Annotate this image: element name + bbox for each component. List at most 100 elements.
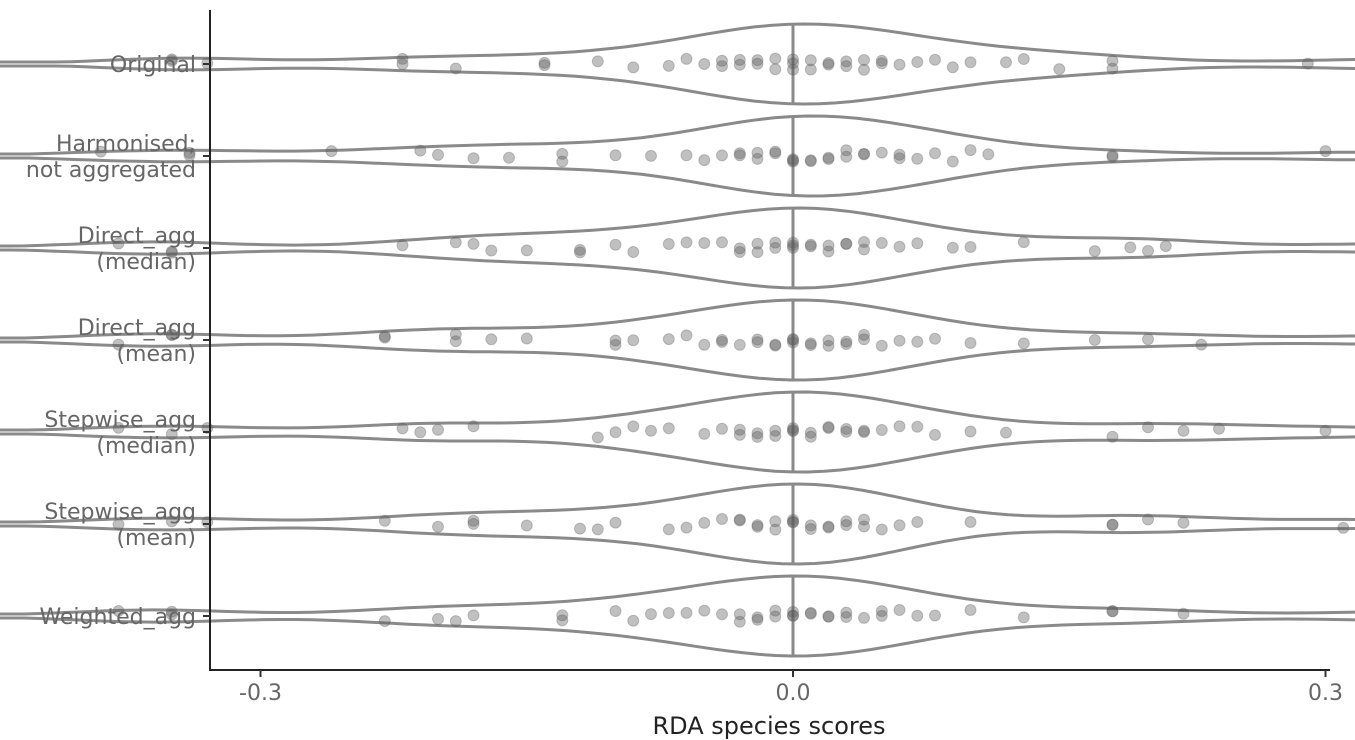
- data-point: [858, 611, 870, 624]
- data-point: [787, 515, 799, 528]
- data-point: [733, 242, 746, 255]
- data-point: [662, 59, 675, 72]
- data-point: [627, 334, 640, 347]
- data-point: [964, 337, 977, 349]
- data-point: [574, 243, 586, 256]
- data-point: [698, 58, 711, 70]
- data-point: [733, 149, 746, 162]
- data-point: [875, 237, 888, 249]
- data-point: [680, 606, 693, 619]
- data-point: [716, 60, 728, 73]
- data-point: [858, 426, 870, 439]
- data-point: [112, 237, 125, 250]
- data-point: [698, 237, 711, 249]
- data-point: [840, 60, 853, 73]
- data-point: [609, 338, 622, 351]
- data-point: [733, 428, 746, 441]
- data-point: [1159, 240, 1172, 253]
- data-point: [165, 54, 178, 67]
- data-point: [769, 610, 782, 623]
- data-point: [485, 244, 498, 257]
- data-point: [680, 52, 693, 65]
- data-point: [982, 148, 995, 161]
- data-point: [751, 333, 764, 346]
- data-point: [840, 611, 853, 623]
- violin-shape: [0, 390, 1355, 474]
- data-point: [804, 607, 817, 620]
- data-point: [858, 148, 870, 161]
- data-point: [946, 61, 959, 74]
- data-point: [822, 610, 835, 623]
- data-point: [733, 147, 746, 160]
- data-point: [733, 58, 746, 71]
- data-point: [1017, 611, 1030, 624]
- data-point: [591, 431, 604, 444]
- data-point: [396, 52, 409, 65]
- data-point: [165, 329, 178, 341]
- data-point: [1177, 424, 1190, 437]
- data-point: [769, 338, 782, 351]
- data-point: [378, 615, 391, 628]
- data-point: [1088, 334, 1101, 346]
- data-point: [112, 338, 125, 351]
- data-point: [964, 144, 977, 157]
- y-tick-label: Direct_agg (median): [78, 224, 196, 275]
- data-point: [574, 522, 586, 535]
- data-point: [165, 53, 178, 66]
- data-point: [1319, 145, 1332, 158]
- data-point: [875, 609, 888, 622]
- data-point: [396, 58, 409, 71]
- data-point: [911, 516, 924, 528]
- data-point: [929, 53, 941, 66]
- data-point: [645, 424, 657, 437]
- data-point: [165, 246, 178, 259]
- data-point: [449, 328, 462, 341]
- data-point: [432, 148, 444, 161]
- data-point: [875, 523, 888, 536]
- data-point: [609, 238, 622, 251]
- data-point: [840, 423, 853, 435]
- data-point: [858, 520, 870, 533]
- data-point: [165, 245, 178, 258]
- data-point: [609, 149, 622, 162]
- data-point: [716, 335, 728, 348]
- data-point: [485, 333, 498, 346]
- data-point: [609, 605, 622, 617]
- data-point: [751, 427, 764, 440]
- data-point: [733, 53, 746, 66]
- data-point: [822, 422, 835, 434]
- data-point: [112, 421, 125, 434]
- data-point: [893, 334, 906, 347]
- data-point: [787, 334, 799, 346]
- data-point: [449, 335, 462, 348]
- x-tick-label: -0.3: [239, 681, 282, 706]
- data-point: [698, 516, 711, 529]
- data-point: [804, 63, 817, 76]
- data-point: [787, 336, 799, 349]
- data-point: [893, 58, 906, 71]
- data-point: [94, 145, 107, 158]
- data-point: [680, 236, 693, 249]
- data-point: [378, 331, 391, 344]
- data-point: [787, 516, 799, 529]
- data-point: [804, 54, 817, 67]
- data-point: [467, 517, 480, 530]
- x-tick-label: 0.0: [776, 681, 811, 706]
- data-point: [396, 239, 409, 252]
- data-point: [733, 514, 746, 527]
- data-point: [822, 151, 835, 164]
- data-point: [751, 336, 764, 349]
- data-point: [645, 608, 657, 621]
- data-point: [645, 149, 657, 162]
- data-point: [769, 52, 782, 65]
- data-point: [893, 240, 906, 253]
- data-point: [822, 245, 835, 258]
- data-point: [769, 515, 782, 528]
- data-point: [733, 608, 746, 621]
- data-point: [680, 149, 693, 162]
- data-point: [822, 421, 835, 433]
- data-point: [787, 63, 799, 76]
- data-point: [716, 422, 728, 435]
- data-point: [875, 424, 888, 436]
